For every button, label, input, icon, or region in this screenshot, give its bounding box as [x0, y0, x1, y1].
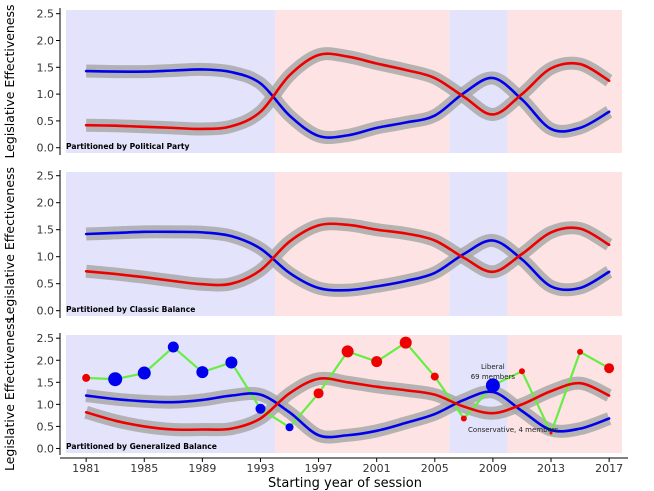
y-tick-label: 0.5 — [37, 278, 55, 291]
y-tick-label: 1.5 — [37, 376, 55, 389]
data-point-red — [341, 345, 354, 358]
y-tick-label: 2.0 — [37, 354, 55, 367]
y-tick-label: 2.0 — [37, 197, 55, 210]
data-point-blue — [167, 341, 179, 353]
series-line-blue — [84, 390, 611, 439]
data-point-red — [430, 372, 439, 381]
x-tick-label: 2009 — [479, 462, 507, 475]
y-tick-label: 2.0 — [37, 34, 55, 47]
series-line-red — [84, 222, 611, 287]
data-point-blue — [255, 403, 266, 414]
panel-3: 0.0 0.5 1.0 1.5 2.0 2.5 Legislative Effectiven… — [2, 317, 622, 471]
panel-2: 0.0 0.5 1.0 1.5 2.0 2.5 Legislative Effectiven… — [2, 167, 622, 321]
series-line-blue — [84, 68, 611, 139]
data-point-red — [399, 336, 412, 349]
y-tick-label: 0.0 — [37, 442, 55, 455]
data-point-blue — [225, 356, 238, 369]
annotation-label: Liberal — [481, 363, 505, 371]
data-point-blue — [485, 378, 500, 393]
annotation-label: 69 members — [471, 373, 516, 381]
y-tick-label: 1.5 — [37, 224, 55, 237]
x-tick-label: 1985 — [130, 462, 158, 475]
panel-label: Partitioned by Classic Balance — [66, 305, 195, 314]
y-tick-label: 0.0 — [37, 305, 55, 318]
data-point-blue — [137, 366, 151, 380]
data-point-red — [460, 415, 467, 422]
panel-1: 0.0 0.5 1.0 1.5 2.0 2.5 Legislative Effectiven… — [2, 4, 622, 159]
x-tick-label: 2001 — [363, 462, 391, 475]
panel-label: Partitioned by Generalized Balance — [66, 442, 217, 451]
data-point-red — [518, 368, 525, 375]
data-point-red — [371, 356, 383, 368]
x-tick-label: 2013 — [537, 462, 565, 475]
series-line-blue — [84, 230, 611, 292]
data-point-red — [577, 348, 584, 355]
x-tick-label: 1989 — [188, 462, 216, 475]
annotation-label: Conservative, 4 members — [468, 426, 559, 434]
y-axis-title: Legislative Effectiveness — [2, 167, 17, 321]
panel-label: Partitioned by Political Party — [66, 142, 190, 151]
x-tick-label: 2017 — [595, 462, 623, 475]
y-tick-label: 1.5 — [37, 61, 55, 74]
x-tick-label: 1981 — [72, 462, 100, 475]
data-point-blue — [285, 423, 294, 432]
y-tick-label: 0.5 — [37, 420, 55, 433]
y-tick-label: 1.0 — [37, 88, 55, 101]
data-point-red — [549, 431, 553, 435]
y-axis-title: Legislative Effectiveness — [2, 317, 17, 471]
y-tick-label: 2.5 — [37, 332, 55, 345]
data-point-red — [604, 363, 615, 374]
y-axis-title: Legislative Effectiveness — [2, 4, 17, 158]
x-tick-label: 2005 — [421, 462, 449, 475]
x-tick-label: 1993 — [246, 462, 274, 475]
data-point-blue — [196, 366, 209, 379]
data-point-red — [313, 388, 324, 399]
data-point-blue — [108, 372, 123, 387]
x-axis-title: Starting year of session — [268, 476, 422, 491]
y-tick-label: 1.0 — [37, 251, 55, 264]
y-tick-label: 0.5 — [37, 115, 55, 128]
y-tick-label: 2.5 — [37, 8, 55, 21]
series-line-red — [84, 52, 611, 131]
data-point-red — [82, 373, 91, 382]
y-tick-label: 0.0 — [37, 142, 55, 155]
y-tick-label: 2.5 — [37, 170, 55, 183]
series-line-red — [84, 377, 611, 432]
x-tick-label: 1997 — [305, 462, 333, 475]
y-tick-label: 1.0 — [37, 398, 55, 411]
